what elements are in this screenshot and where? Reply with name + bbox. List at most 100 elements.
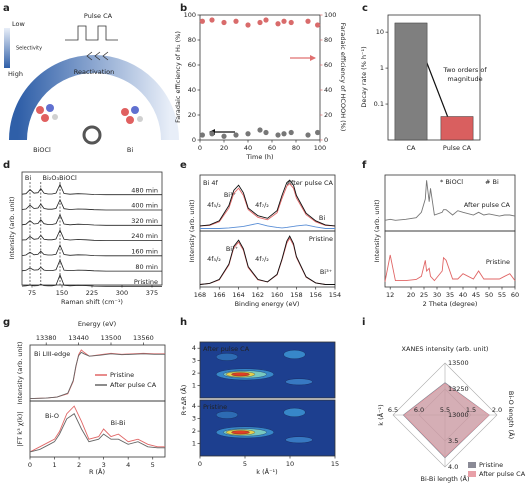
x-tick-label: 166: [213, 291, 225, 299]
xlabel-label: Energy (eV): [78, 320, 116, 328]
panel-label: i: [362, 317, 365, 328]
annotation: Bi-O: [45, 412, 59, 420]
xlabel-label: R (Å): [89, 467, 105, 476]
x-tick-label: 100: [314, 144, 326, 152]
pulse-wave: [65, 25, 118, 41]
x-tick-label: 40: [459, 291, 467, 299]
x-tick-label: 168: [194, 291, 206, 299]
axis-tick-label: 6.0: [414, 406, 424, 414]
point: [288, 19, 294, 26]
x-tick-label: 0: [28, 461, 32, 469]
x-tick-label: 60: [511, 291, 519, 299]
x-tick-label: 164: [232, 291, 244, 299]
axis-tick-label: 13500: [448, 359, 469, 367]
y-tick-label: 3: [192, 415, 196, 423]
high-label: High: [8, 70, 23, 78]
x-tick-label: 80: [292, 144, 300, 152]
reactivation-arc: [9, 55, 179, 141]
contour-blob: [285, 378, 313, 386]
bar: [440, 116, 474, 141]
x-tick-label: 4: [126, 461, 130, 469]
point: [257, 19, 263, 26]
legend-swatch: [468, 471, 476, 477]
y2-tick-label: 100: [324, 11, 336, 19]
x-tick-label: 12: [386, 291, 394, 299]
xlabel-label: k (Å⁻¹): [256, 467, 277, 476]
point: [263, 129, 269, 136]
plot-frame: [199, 341, 336, 399]
x-tick-label: 20: [220, 144, 228, 152]
series-line: [21, 273, 162, 287]
y-tick-label: 10: [376, 28, 384, 36]
x-tick-label: 13380: [36, 334, 57, 342]
annotation: * BiOCl: [440, 178, 463, 186]
annotation: After pulse CA: [464, 201, 511, 209]
contour-blob: [231, 430, 250, 435]
axis-tick-label: 6.5: [388, 406, 398, 414]
biocl-label: BiOCl: [33, 146, 51, 154]
x-tick-label: 13440: [68, 334, 89, 342]
panel-label: d: [3, 160, 10, 171]
axis-tick-label: 13000: [448, 411, 469, 419]
panel-label: c: [362, 3, 368, 14]
x-tick-label: 160: [271, 291, 283, 299]
x-tick-label: 225: [86, 289, 98, 297]
annotation: Bi³⁺: [320, 268, 332, 276]
annotation: magnitude: [447, 75, 482, 83]
contour-blob: [231, 372, 250, 377]
point: [288, 129, 294, 136]
annotation: # Bi: [485, 178, 499, 186]
point: [281, 18, 287, 24]
plot-frame: [387, 14, 481, 141]
y-tick-label: 100: [184, 11, 196, 19]
series-label: 400 min: [131, 202, 158, 210]
panel-label: a: [3, 3, 10, 14]
annotation: 4f₇/₂: [255, 255, 269, 263]
axis-name: k (Å⁻¹): [376, 404, 385, 425]
y-tick-label: 1: [192, 440, 196, 448]
series-label: 320 min: [131, 217, 158, 225]
x-tick-label: 60: [268, 144, 276, 152]
low-label: Low: [12, 20, 25, 28]
point: [275, 21, 281, 27]
series-label: Pristine: [134, 278, 158, 286]
panel-label: f: [362, 160, 367, 171]
plot-frame: [199, 399, 336, 457]
point: [263, 17, 269, 23]
point: [305, 18, 311, 24]
plot-frame: [199, 14, 321, 141]
x-tick-label: 156: [310, 291, 322, 299]
x-tick-label: 20: [407, 291, 415, 299]
annotation: Pristine: [486, 258, 510, 266]
point: [245, 22, 251, 28]
series-line: [21, 213, 162, 226]
series-line: [384, 254, 516, 282]
x-tick-label: CA: [407, 144, 417, 152]
xlabel-label: Binding energy (eV): [235, 300, 300, 308]
cycle-icon: [82, 125, 102, 145]
annotation: After pulse CA: [287, 179, 334, 187]
point: [315, 22, 321, 28]
annotation: Bi LIII-edge: [34, 350, 70, 358]
y-tick-label: 40: [188, 86, 196, 94]
series-label: 480 min: [131, 186, 158, 194]
x-tick-label: 25: [420, 291, 428, 299]
axis-tick-label: 5.5: [440, 406, 450, 414]
point: [275, 132, 281, 138]
biocl-cluster: [36, 104, 58, 122]
y-tick-label: 1: [380, 64, 384, 72]
peak-label: Bi₂O₃: [43, 174, 60, 182]
legend-label: After pulse CA: [479, 470, 526, 478]
legend-swatch: [468, 462, 476, 468]
y-tick-label: 80: [188, 36, 196, 44]
y-tick-label: 0: [192, 136, 196, 144]
ylabel-label: Faradaic efficiency of HCOOH (%): [339, 23, 347, 132]
x-tick-label: 75: [28, 289, 36, 297]
point: [199, 132, 205, 138]
ylabel-label: |FT k³ χ(k)|: [16, 411, 24, 446]
point: [245, 131, 251, 137]
y2-tick-label: 80: [324, 36, 332, 44]
x-tick-label: 35: [446, 291, 454, 299]
reactivation-label: Reactivation: [74, 68, 114, 76]
point: [221, 133, 227, 139]
